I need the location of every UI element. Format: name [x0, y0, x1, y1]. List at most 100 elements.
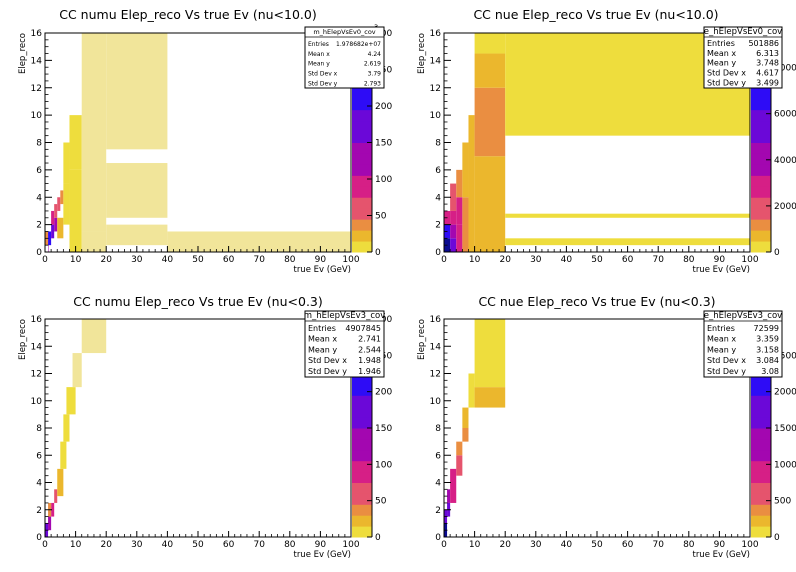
palette-step — [751, 87, 771, 100]
x-tick-label: 80 — [284, 255, 296, 265]
palette-step — [352, 395, 372, 407]
palette-step — [352, 219, 372, 231]
z-tick-label: 0 — [375, 248, 381, 258]
heatmap-cell — [54, 489, 58, 503]
z-tick-label: 1500 — [774, 424, 796, 434]
palette-step — [352, 142, 372, 154]
palette-step — [352, 131, 372, 143]
palette-step — [352, 373, 372, 385]
z-tick-label: 500 — [774, 497, 791, 507]
heatmap-cell — [456, 197, 463, 225]
x-tick-label: 60 — [223, 255, 235, 265]
y-tick-label: 16 — [31, 29, 43, 39]
x-tick-label: 70 — [253, 540, 265, 550]
palette-step — [352, 406, 372, 418]
heatmap-cell — [81, 231, 107, 252]
y-tick-label: 14 — [430, 56, 442, 66]
x-tick-label: 90 — [315, 540, 327, 550]
heatmap-cell — [462, 197, 469, 252]
palette-step — [751, 186, 771, 198]
stats-value: 2.544 — [358, 345, 381, 354]
x-tick-label: 0 — [42, 540, 48, 550]
x-tick-label: 10 — [70, 540, 82, 550]
y-tick-label: 6 — [36, 451, 42, 461]
x-tick-label: 80 — [683, 255, 695, 265]
palette-step — [352, 186, 372, 198]
y-tick-label: 8 — [435, 139, 441, 149]
y-tick-label: 4 — [36, 193, 42, 203]
stats-box-name: m_hElepVsEv3_cov — [304, 311, 385, 321]
palette-step — [751, 471, 771, 483]
x-tick-label: 30 — [131, 540, 143, 550]
palette-step — [751, 109, 771, 122]
y-tick-label: 2 — [435, 506, 441, 516]
heatmap-cell — [468, 115, 475, 252]
palette-step — [751, 406, 771, 418]
stats-value: 2.619 — [364, 61, 381, 68]
chart-title: CC nue Elep_reco Vs true Ev (nu<10.0) — [473, 7, 718, 22]
x-tick-label: 50 — [192, 255, 204, 265]
heatmap-cell — [456, 455, 463, 476]
stats-label: Std Dev x — [707, 68, 746, 77]
heatmap-cell — [462, 407, 469, 428]
stats-box: e_hElepVsEv3_cov Entries 72599 Mean x 3.359 M… — [703, 310, 783, 378]
x-tick-label: 20 — [100, 255, 112, 265]
y-axis-label: Elep_reco — [18, 319, 28, 360]
stats-label: Std Dev y — [707, 367, 746, 376]
stats-label: Entries — [308, 324, 336, 333]
stats-value: 3.79 — [368, 70, 382, 77]
chart-title: CC nue Elep_reco Vs true Ev (nu<0.3) — [478, 294, 715, 309]
x-tick-label: 30 — [530, 540, 542, 550]
y-tick-label: 16 — [430, 29, 442, 39]
palette-step — [352, 98, 372, 111]
heatmap-cell — [106, 163, 168, 218]
palette-step — [352, 449, 372, 462]
x-tick-label: 90 — [315, 255, 327, 265]
palette-step — [352, 438, 372, 451]
stats-box-name: e_hElepVsEv3_cov — [704, 311, 782, 321]
plot-area — [45, 319, 351, 537]
palette-step — [751, 384, 771, 396]
y-tick-label: 12 — [31, 84, 42, 94]
stats-box-frame — [304, 310, 385, 378]
stats-label: Mean x — [707, 49, 736, 58]
stats-label: Mean x — [308, 335, 337, 344]
chart-title: CC numu Elep_reco Vs true Ev (nu<0.3) — [73, 294, 323, 309]
y-tick-label: 16 — [31, 315, 43, 325]
palette-step — [751, 515, 771, 527]
stats-label: Entries — [707, 39, 735, 48]
stats-value: 3.359 — [756, 335, 779, 344]
palette-step — [751, 395, 771, 407]
heatmap-cell — [57, 217, 64, 239]
x-tick-label: 90 — [714, 255, 726, 265]
stats-label: Mean x — [707, 335, 736, 344]
x-tick-label: 50 — [591, 540, 603, 550]
x-axis-label: true Ev (GeV) — [293, 265, 351, 275]
stats-label: Mean y — [707, 345, 736, 354]
y-tick-label: 14 — [430, 342, 442, 352]
heatmap-cell — [48, 245, 49, 252]
stats-value: 3.158 — [756, 345, 779, 354]
palette-step — [352, 504, 372, 516]
stats-value: 1.978682e+07 — [336, 41, 381, 48]
heatmap-cell — [456, 224, 463, 252]
x-tick-label: 40 — [561, 540, 573, 550]
x-tick-label: 50 — [192, 540, 204, 550]
x-tick-label: 60 — [622, 540, 634, 550]
palette-step — [352, 120, 372, 133]
stats-label: Mean y — [308, 61, 330, 68]
heatmap-cell — [474, 387, 506, 408]
z-tick-label: 2000 — [774, 388, 796, 398]
chart-panel-1: 0 10 20 30 40 50 60 70 80 90 100 0 2 4 6 8 10 12 14 16 CC nu… — [18, 7, 392, 275]
stats-value: 501886 — [748, 39, 779, 48]
x-tick-label: 60 — [223, 540, 235, 550]
z-tick-label: 50 — [375, 497, 387, 507]
y-tick-label: 6 — [36, 166, 42, 176]
y-tick-label: 12 — [430, 84, 441, 94]
x-tick-label: 60 — [622, 255, 634, 265]
palette-step — [352, 482, 372, 494]
stats-value: 1.946 — [358, 367, 381, 376]
y-axis-label: Elep_reco — [417, 33, 427, 74]
heatmap-cell — [57, 468, 64, 497]
